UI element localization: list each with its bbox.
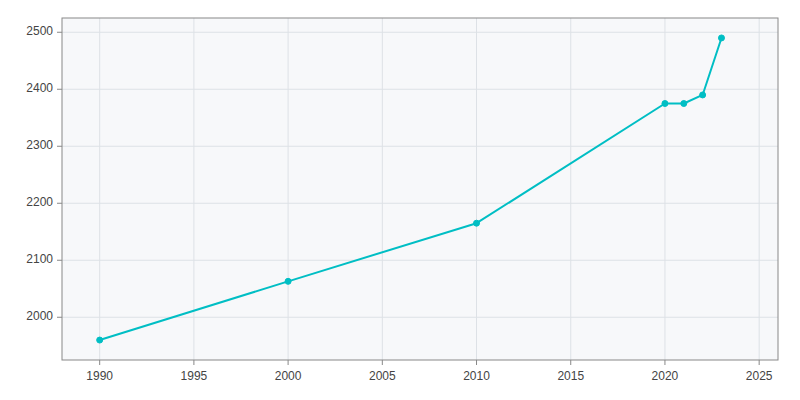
x-tick xyxy=(382,360,383,365)
y-tick xyxy=(57,317,62,318)
x-grid-line xyxy=(476,18,477,360)
data-point xyxy=(97,337,103,343)
y-tick-label: 2300 xyxy=(26,138,53,152)
y-grid-line xyxy=(62,203,778,204)
y-tick xyxy=(57,89,62,90)
x-grid-line xyxy=(193,18,194,360)
data-point xyxy=(285,278,291,284)
x-tick xyxy=(193,360,194,365)
axes: 2000 2100 2200 2300 2400 2500 1990 1995 2000 2005… xyxy=(26,24,773,383)
y-tick-label: 2200 xyxy=(26,195,53,209)
plot-frame xyxy=(62,18,778,360)
y-grid-line xyxy=(62,146,778,147)
x-tick xyxy=(99,360,100,365)
x-grid-line xyxy=(99,18,100,360)
y-tick xyxy=(57,32,62,33)
data-point xyxy=(681,101,687,107)
x-tick xyxy=(476,360,477,365)
y-tick-label: 2500 xyxy=(26,24,53,38)
data-point xyxy=(474,220,480,226)
x-tick xyxy=(570,360,571,365)
x-tick xyxy=(759,360,760,365)
plot-background xyxy=(62,18,778,360)
data-point xyxy=(662,101,668,107)
x-tick xyxy=(288,360,289,365)
data-point xyxy=(700,92,706,98)
chart-svg: 2000 2100 2200 2300 2400 2500 1990 1995 2000 2005… xyxy=(0,0,800,400)
y-tick-label: 2000 xyxy=(26,309,53,323)
x-tick-label: 2010 xyxy=(463,369,490,383)
x-tick-label: 2020 xyxy=(652,369,679,383)
x-grid-line xyxy=(664,18,665,360)
x-grid-line xyxy=(570,18,571,360)
x-grid-line xyxy=(288,18,289,360)
y-tick xyxy=(57,260,62,261)
data-line xyxy=(100,38,722,340)
x-tick-label: 2005 xyxy=(369,369,396,383)
data-layer xyxy=(97,35,725,343)
x-grid-line xyxy=(382,18,383,360)
x-tick-label: 1995 xyxy=(181,369,208,383)
y-tick xyxy=(57,146,62,147)
x-tick-label: 2015 xyxy=(557,369,584,383)
x-tick xyxy=(664,360,665,365)
x-tick-label: 2025 xyxy=(746,369,773,383)
x-grid-line xyxy=(759,18,760,360)
data-point xyxy=(718,35,724,41)
y-tick-label: 2100 xyxy=(26,252,53,266)
x-tick-label: 1990 xyxy=(86,369,113,383)
grid xyxy=(62,18,778,360)
chart-container: 2000 2100 2200 2300 2400 2500 1990 1995 2000 2005… xyxy=(0,0,800,400)
y-tick-label: 2400 xyxy=(26,81,53,95)
y-grid-line xyxy=(62,89,778,90)
y-grid-line xyxy=(62,32,778,33)
y-tick xyxy=(57,203,62,204)
x-tick-label: 2000 xyxy=(275,369,302,383)
y-grid-line xyxy=(62,260,778,261)
